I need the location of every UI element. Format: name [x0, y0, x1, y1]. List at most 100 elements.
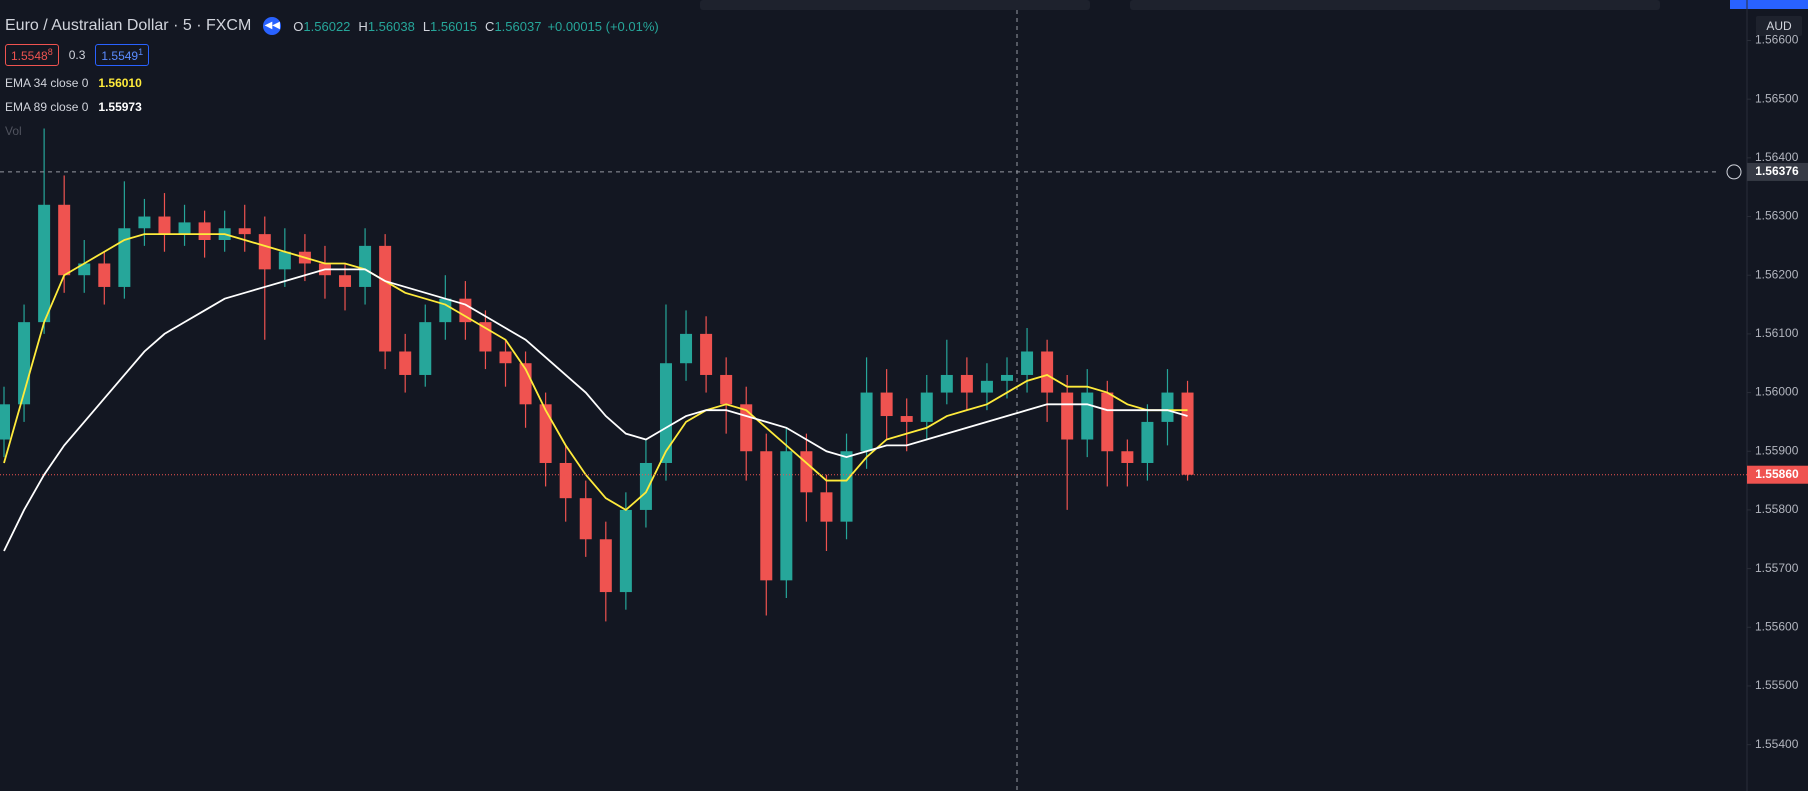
sell-pip: 8: [47, 47, 53, 57]
candle-body: [58, 204, 71, 276]
candle-body: [980, 380, 993, 393]
candle-body: [1181, 392, 1194, 475]
ohlc-item: O1.56022: [293, 19, 350, 34]
crosshair-price-label: 1.56376: [1755, 164, 1799, 178]
candle-body: [258, 234, 271, 270]
candle-body: [880, 392, 893, 417]
candle-body: [1121, 451, 1134, 463]
candle-body: [499, 351, 512, 364]
y-tick-label: 1.56400: [1755, 150, 1799, 164]
indicator-row: Vol: [5, 124, 22, 138]
indicator-name: Vol: [5, 124, 22, 138]
indicator-name: EMA 89 close 0: [5, 100, 89, 114]
y-tick-label: 1.55400: [1755, 737, 1799, 751]
candle-body: [639, 462, 652, 510]
indicator-row: EMA 89 close 0 1.55973: [5, 100, 142, 114]
y-tick-label: 1.56500: [1755, 91, 1799, 105]
ohlc-value: 1.56038: [367, 18, 415, 34]
candle-body: [1101, 392, 1114, 452]
candle-body: [1141, 421, 1154, 463]
candle-body: [1061, 392, 1074, 440]
indicator-name: EMA 34 close 0: [5, 76, 89, 90]
y-tick-label: 1.56000: [1755, 385, 1799, 399]
symbol: Euro / Australian Dollar · 5 · FXCM: [5, 17, 252, 34]
ohlc-item: H1.56038: [358, 19, 414, 34]
candle-body: [278, 251, 291, 270]
sell-price: 1.5548: [11, 49, 48, 63]
candle-body: [138, 216, 151, 229]
legend-row: Euro / Australian Dollar · 5 · FXCM ◀◀ O…: [5, 17, 659, 35]
spread: 0.3: [68, 48, 86, 62]
candle-body: [98, 263, 111, 287]
ohlc-key: C: [485, 18, 495, 34]
add-alert-icon[interactable]: [1726, 164, 1742, 180]
toolbar-button[interactable]: [1730, 0, 1808, 9]
toolbar: [1130, 0, 1660, 10]
ohlc-item: C1.56037: [485, 19, 541, 34]
buy-price: 1.5549: [101, 49, 139, 63]
candle-body: [359, 245, 372, 287]
ohlc-item: L1.56015: [423, 19, 477, 34]
last-price-tag: [1747, 465, 1808, 484]
candle-body: [800, 451, 813, 493]
candle-body: [700, 333, 713, 375]
y-tick-label: 1.55900: [1755, 443, 1799, 457]
candle-body: [1161, 392, 1174, 422]
ohlc-value: 1.56037: [494, 18, 542, 34]
candle-body: [118, 228, 131, 287]
replay-icon[interactable]: ◀◀: [263, 17, 282, 35]
ohlc-key: H: [358, 18, 368, 34]
ema-line: [3, 233, 1188, 512]
ema-line: [3, 268, 1188, 552]
candle-body: [960, 374, 973, 393]
indicator-value: 1.56010: [98, 76, 142, 90]
ohlc-key: L: [422, 18, 431, 34]
y-tick-label: 1.55600: [1755, 619, 1799, 633]
y-tick-label: 1.55700: [1755, 561, 1799, 575]
ohlc-value: 1.56022: [303, 18, 351, 34]
candle-body: [1081, 392, 1094, 440]
candle-body: [940, 374, 953, 393]
candle-body: [659, 363, 672, 463]
candle-body: [238, 228, 251, 235]
candle-body: [559, 462, 572, 499]
indicator-value: 1.55973: [98, 100, 142, 114]
candle-body: [439, 298, 452, 323]
change: +0.00015 (+0.01%): [547, 18, 659, 34]
candle-body: [840, 451, 853, 522]
sell-button[interactable]: 1.55488: [5, 44, 59, 66]
candle-body: [599, 539, 612, 593]
trade-row: 1.55488 0.3 1.55491: [5, 44, 150, 66]
candle-body: [339, 275, 352, 287]
candle-body: [379, 245, 392, 352]
candle-body: [198, 222, 211, 240]
last-price-label: 1.55860: [1755, 467, 1799, 481]
y-tick-label: 1.56600: [1755, 33, 1799, 47]
crosshair-price-tag: [1747, 162, 1808, 181]
candle-body: [0, 404, 10, 440]
buy-button[interactable]: 1.55491: [95, 44, 150, 66]
candle-body: [619, 509, 632, 593]
ohlc-key: O: [293, 18, 304, 34]
y-tick-label: 1.56100: [1755, 326, 1799, 340]
y-tick-label: 1.55800: [1755, 502, 1799, 516]
candle-body: [1041, 351, 1054, 393]
candle-body: [78, 263, 91, 276]
candle-body: [419, 322, 432, 375]
y-tick-label: 1.55500: [1755, 678, 1799, 692]
candle-body: [860, 392, 873, 452]
currency-button[interactable]: [1756, 16, 1802, 36]
candle-body: [900, 416, 913, 422]
candle-body: [1021, 351, 1034, 375]
y-tick-label: 1.56200: [1755, 267, 1799, 281]
indicator-row: EMA 34 close 0 1.56010: [5, 76, 142, 90]
candle-body: [539, 404, 552, 463]
candle-body: [720, 374, 733, 405]
buy-pip: 1: [138, 47, 144, 57]
currency[interactable]: AUD: [1766, 19, 1792, 33]
ohlc-value: 1.56015: [430, 18, 478, 34]
candle-body: [760, 451, 773, 581]
toolbar: [700, 0, 1090, 10]
